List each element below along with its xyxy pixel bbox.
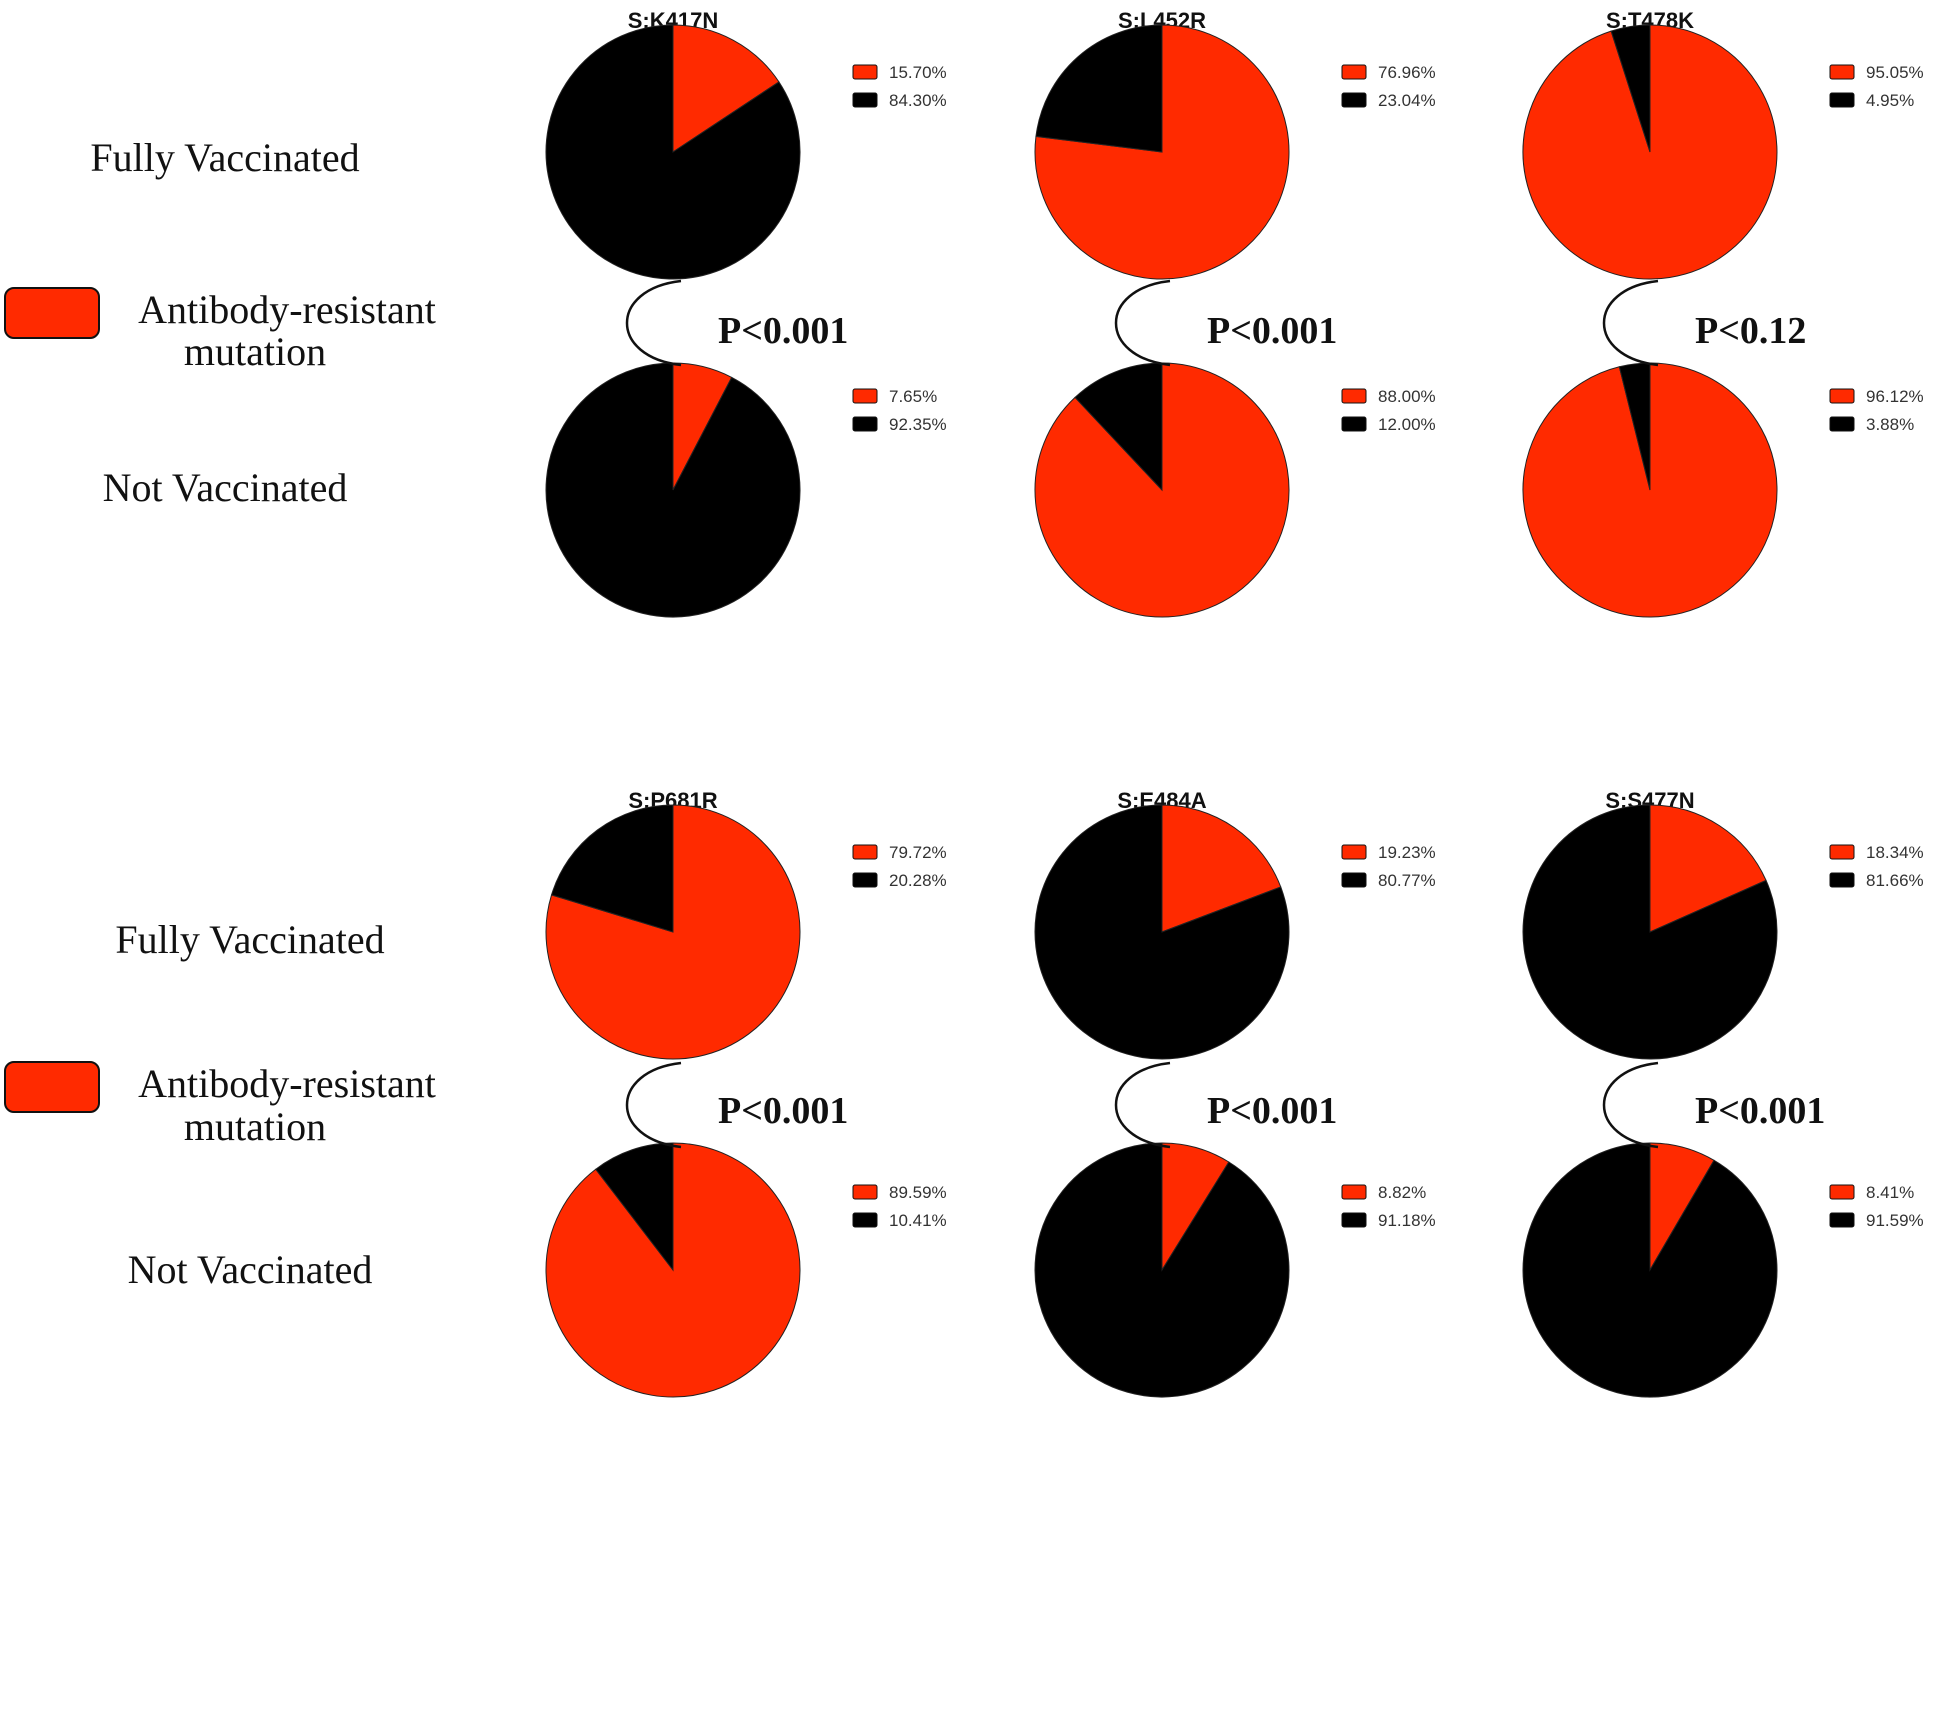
legend-vaccinated-other-2-label: 4.95%	[1866, 91, 1914, 110]
row-label-vaccinated-1: Fully Vaccinated	[115, 917, 384, 962]
legend-vaccinated-resistant-2-swatch	[1829, 64, 1855, 80]
legend-vaccinated-resistant-4-swatch	[1341, 844, 1367, 860]
pie-not-vaccinated-3-slice-other	[595, 1142, 674, 1272]
legend-not-vaccinated-other-0-label: 92.35%	[889, 415, 947, 434]
legend-vaccinated-other-0-swatch	[852, 92, 878, 108]
legend-not-vaccinated-other-1-swatch	[1341, 416, 1367, 432]
pie-vaccinated-5-slice-resistant	[1649, 804, 1767, 933]
legend-vaccinated-resistant-1-label: 76.96%	[1378, 63, 1436, 82]
key-line1-1: Antibody-resistant	[138, 1061, 436, 1106]
legend-not-vaccinated-resistant-3-swatch	[852, 1184, 878, 1200]
p-value-1: P<0.001	[1207, 310, 1337, 352]
legend-vaccinated-resistant-2-label: 95.05%	[1866, 63, 1924, 82]
pie-vaccinated-1-slice-other	[1035, 24, 1163, 153]
legend-not-vaccinated-resistant-5-swatch	[1829, 1184, 1855, 1200]
pie-vaccinated-0-slice-other	[545, 24, 801, 280]
comparison-bracket-5	[1602, 1061, 1659, 1149]
row-label-not-vaccinated-1: Not Vaccinated	[128, 1247, 373, 1292]
legend-vaccinated-other-4-swatch	[1341, 872, 1367, 888]
legend-not-vaccinated-resistant-2-label: 96.12%	[1866, 387, 1924, 406]
legend-vaccinated-other-1-label: 23.04%	[1378, 91, 1436, 110]
legend-vaccinated-other-4-label: 80.77%	[1378, 871, 1436, 890]
key-line2-1: mutation	[184, 1104, 326, 1149]
legend-vaccinated-resistant-5-label: 18.34%	[1866, 843, 1924, 862]
legend-vaccinated-other-5-label: 81.66%	[1866, 871, 1924, 890]
pie-vaccinated-0-slice-resistant	[672, 24, 780, 153]
legend-vaccinated-other-1-swatch	[1341, 92, 1367, 108]
pie-vaccinated-4-slice-other	[1034, 804, 1290, 1060]
legend-not-vaccinated-resistant-2-swatch	[1829, 388, 1855, 404]
legend-vaccinated-other-3-label: 20.28%	[889, 871, 947, 890]
legend-vaccinated-other-3-swatch	[852, 872, 878, 888]
comparison-bracket-4	[1114, 1061, 1171, 1149]
key-line2-0: mutation	[184, 329, 326, 374]
legend-vaccinated-other-5-swatch	[1829, 872, 1855, 888]
legend-vaccinated-resistant-0-swatch	[852, 64, 878, 80]
legend-not-vaccinated-other-1-label: 12.00%	[1378, 415, 1436, 434]
pie-vaccinated-5-slice-other	[1522, 804, 1778, 1060]
legend-not-vaccinated-other-4-swatch	[1341, 1212, 1367, 1228]
legend-not-vaccinated-resistant-1-swatch	[1341, 388, 1367, 404]
legend-vaccinated-resistant-4-label: 19.23%	[1378, 843, 1436, 862]
legend-not-vaccinated-other-4-label: 91.18%	[1378, 1211, 1436, 1230]
pie-not-vaccinated-4-slice-other	[1034, 1142, 1290, 1398]
comparison-bracket-2	[1602, 279, 1659, 367]
legend-not-vaccinated-other-0-swatch	[852, 416, 878, 432]
legend-vaccinated-resistant-3-label: 79.72%	[889, 843, 947, 862]
p-value-3: P<0.001	[718, 1090, 848, 1132]
pie-vaccinated-4-slice-resistant	[1161, 804, 1282, 933]
row-label-vaccinated-0: Fully Vaccinated	[90, 135, 359, 180]
legend-vaccinated-other-2-swatch	[1829, 92, 1855, 108]
legend-not-vaccinated-resistant-5-label: 8.41%	[1866, 1183, 1914, 1202]
legend-vaccinated-resistant-3-swatch	[852, 844, 878, 860]
legend-vaccinated-other-0-label: 84.30%	[889, 91, 947, 110]
legend-not-vaccinated-other-3-label: 10.41%	[889, 1211, 947, 1230]
key-line1-0: Antibody-resistant	[138, 287, 436, 332]
p-value-4: P<0.001	[1207, 1090, 1337, 1132]
legend-not-vaccinated-resistant-4-swatch	[1341, 1184, 1367, 1200]
legend-vaccinated-resistant-5-swatch	[1829, 844, 1855, 860]
comparison-bracket-3	[625, 1061, 682, 1149]
key-swatch-0	[4, 287, 100, 339]
legend-not-vaccinated-other-5-label: 91.59%	[1866, 1211, 1924, 1230]
pie-not-vaccinated-2-slice-resistant	[1522, 362, 1778, 618]
pie-vaccinated-2-slice-other	[1610, 24, 1651, 153]
legend-vaccinated-resistant-0-label: 15.70%	[889, 63, 947, 82]
legend-not-vaccinated-resistant-4-label: 8.82%	[1378, 1183, 1426, 1202]
legend-not-vaccinated-other-2-label: 3.88%	[1866, 415, 1914, 434]
legend-not-vaccinated-resistant-0-label: 7.65%	[889, 387, 937, 406]
pie-vaccinated-1-slice-resistant	[1034, 24, 1290, 280]
pie-vaccinated-3-slice-resistant	[545, 804, 801, 1060]
pie-vaccinated-3-slice-other	[550, 804, 674, 933]
legend-vaccinated-resistant-1-swatch	[1341, 64, 1367, 80]
p-value-2: P<0.12	[1695, 310, 1806, 352]
legend-not-vaccinated-resistant-0-swatch	[852, 388, 878, 404]
legend-not-vaccinated-resistant-3-label: 89.59%	[889, 1183, 947, 1202]
pie-not-vaccinated-1-slice-resistant	[1034, 362, 1290, 618]
p-value-0: P<0.001	[718, 310, 848, 352]
legend-not-vaccinated-other-3-swatch	[852, 1212, 878, 1228]
key-swatch-1	[4, 1061, 100, 1113]
comparison-bracket-1	[1114, 279, 1171, 367]
legend-not-vaccinated-other-5-swatch	[1829, 1212, 1855, 1228]
pie-not-vaccinated-0-slice-other	[545, 362, 801, 618]
row-label-not-vaccinated-0: Not Vaccinated	[103, 465, 348, 510]
comparison-bracket-0	[625, 279, 682, 367]
legend-not-vaccinated-other-2-swatch	[1829, 416, 1855, 432]
legend-not-vaccinated-resistant-1-label: 88.00%	[1378, 387, 1436, 406]
pie-not-vaccinated-5-slice-other	[1522, 1142, 1778, 1398]
p-value-5: P<0.001	[1695, 1090, 1825, 1132]
